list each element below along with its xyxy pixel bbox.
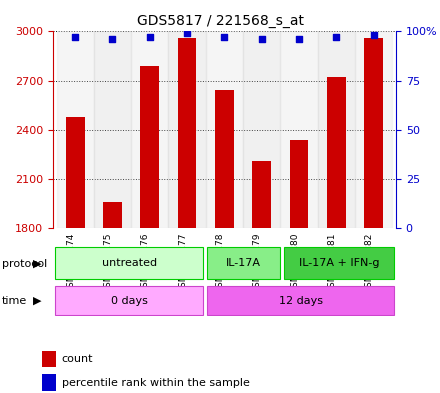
Bar — [253, 161, 271, 228]
Point — [146, 34, 153, 40]
Point — [370, 32, 377, 39]
FancyBboxPatch shape — [55, 286, 203, 315]
Bar — [327, 77, 346, 228]
FancyBboxPatch shape — [207, 248, 280, 279]
Text: 0 days: 0 days — [110, 296, 147, 306]
Bar — [131, 31, 169, 228]
Text: count: count — [62, 354, 93, 364]
Text: ▶: ▶ — [33, 259, 42, 269]
Point — [183, 30, 191, 37]
Bar — [42, 351, 56, 367]
Bar — [140, 66, 159, 228]
Point — [333, 34, 340, 40]
Text: 12 days: 12 days — [279, 296, 323, 306]
Bar — [178, 38, 196, 228]
Point — [258, 36, 265, 42]
Bar — [364, 38, 383, 228]
Point — [296, 36, 303, 42]
Text: time: time — [2, 296, 27, 306]
FancyBboxPatch shape — [283, 248, 394, 279]
Text: untreated: untreated — [102, 258, 157, 268]
Bar — [169, 31, 206, 228]
Bar — [103, 202, 122, 228]
FancyBboxPatch shape — [55, 248, 203, 279]
Bar — [215, 90, 234, 228]
Point — [109, 36, 116, 42]
Bar — [94, 31, 131, 228]
Bar — [355, 31, 392, 228]
Bar — [42, 374, 56, 391]
Point — [221, 34, 228, 40]
Text: IL-17A + IFN-g: IL-17A + IFN-g — [299, 258, 379, 268]
Bar — [56, 31, 94, 228]
Text: percentile rank within the sample: percentile rank within the sample — [62, 378, 249, 387]
Bar — [290, 140, 308, 228]
Bar — [206, 31, 243, 228]
Bar — [318, 31, 355, 228]
Text: GDS5817 / 221568_s_at: GDS5817 / 221568_s_at — [136, 14, 304, 28]
Bar — [243, 31, 280, 228]
Text: protocol: protocol — [2, 259, 48, 269]
FancyBboxPatch shape — [207, 286, 394, 315]
Bar — [66, 117, 84, 228]
Bar — [280, 31, 318, 228]
Point — [72, 34, 79, 40]
Text: IL-17A: IL-17A — [226, 258, 261, 268]
Text: ▶: ▶ — [33, 296, 42, 306]
